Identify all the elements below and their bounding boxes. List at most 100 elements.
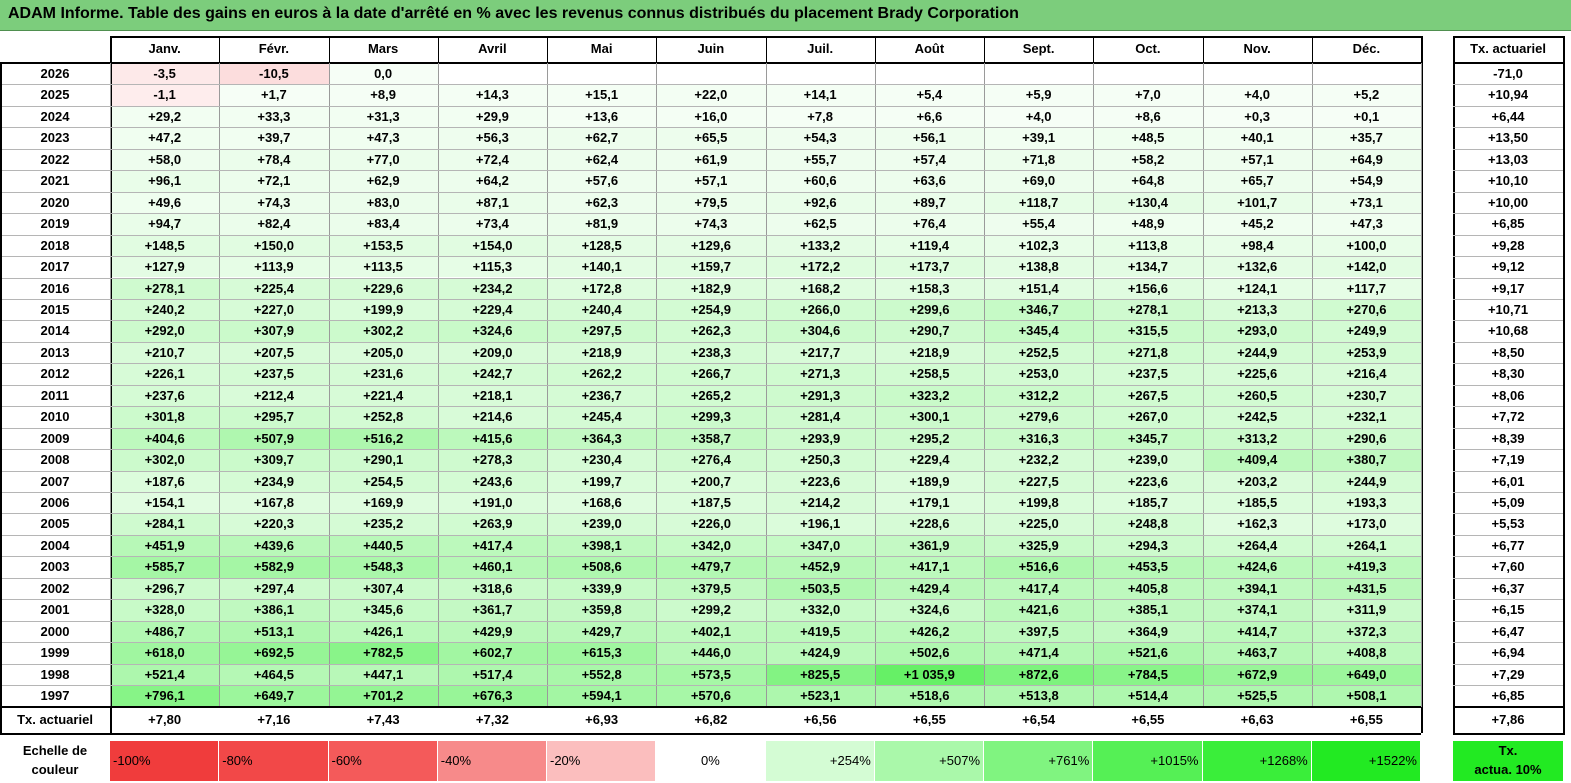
value-cell: +217,7 xyxy=(765,341,875,364)
scale-step: +1522% xyxy=(1311,741,1421,781)
value-cell: +237,6 xyxy=(110,384,220,407)
value-cell: +414,7 xyxy=(1202,620,1312,643)
value-cell: +72,4 xyxy=(437,148,547,171)
footer-value: +6,56 xyxy=(803,712,837,727)
year-cell: 1997 xyxy=(40,688,70,704)
value-cell: +464,5 xyxy=(219,663,329,686)
rate-row-divider xyxy=(1453,363,1563,365)
rate-row-divider xyxy=(1453,148,1563,150)
value-cell: +167,8 xyxy=(219,492,329,514)
value-cell: +252,5 xyxy=(984,341,1094,364)
value-cell: +513,8 xyxy=(984,685,1094,707)
row-divider xyxy=(0,577,1421,579)
value-cell: +81,9 xyxy=(547,213,657,235)
rate-row-divider xyxy=(1453,406,1563,408)
value-cell: +323,2 xyxy=(874,384,984,407)
value-cell: +312,2 xyxy=(984,384,1094,407)
value-cell: +394,1 xyxy=(1202,577,1312,600)
value-cell: +154,1 xyxy=(110,492,220,514)
value-cell: +502,6 xyxy=(874,642,984,664)
table-left-border xyxy=(110,36,112,733)
value-cell: +426,2 xyxy=(874,620,984,643)
value-cell: +503,5 xyxy=(765,577,875,600)
value-cell: 0,0 xyxy=(328,63,438,85)
value-cell: +347,0 xyxy=(765,534,875,557)
value-cell: +230,4 xyxy=(547,449,657,471)
value-cell: +311,9 xyxy=(1311,599,1421,621)
rate-row-divider xyxy=(1453,492,1563,493)
value-cell: +250,3 xyxy=(765,449,875,471)
value-cell: +234,2 xyxy=(437,277,547,299)
month-header: Juil. xyxy=(807,41,834,56)
month-header: Déc. xyxy=(1352,41,1381,56)
value-cell: +676,3 xyxy=(437,685,547,707)
year-cell: 2018 xyxy=(40,237,70,253)
value-cell: +292,0 xyxy=(110,320,220,342)
rate-row-divider xyxy=(1453,599,1563,601)
rate-cell: +5,53 xyxy=(1491,516,1525,532)
scale-label-line2: couleur xyxy=(31,762,79,777)
scale-step: +507% xyxy=(874,741,984,781)
footer-value: +7,43 xyxy=(366,712,400,727)
footer-bottom-border xyxy=(0,733,1421,735)
value-cell: +169,9 xyxy=(328,492,438,514)
cell-divider xyxy=(1421,63,1422,707)
value-cell: +278,1 xyxy=(110,277,220,299)
value-cell: +61,9 xyxy=(656,148,766,171)
value-cell: +128,5 xyxy=(547,234,657,257)
value-cell: +299,2 xyxy=(656,599,766,621)
value-cell: +140,1 xyxy=(547,256,657,278)
row-divider xyxy=(0,406,1421,408)
rate-row-divider xyxy=(1453,556,1563,558)
value-cell: +31,3 xyxy=(328,105,438,128)
value-cell: +64,9 xyxy=(1311,148,1421,171)
rate-cell: +9,12 xyxy=(1491,259,1525,275)
year-cell: 2021 xyxy=(40,173,70,189)
year-cell: 1998 xyxy=(40,666,70,682)
value-cell: +229,4 xyxy=(874,449,984,471)
value-cell: +447,1 xyxy=(328,663,438,686)
value-cell: +58,2 xyxy=(1093,148,1203,171)
value-cell: +429,9 xyxy=(437,620,547,643)
value-cell: +72,1 xyxy=(219,170,329,192)
value-cell: +22,0 xyxy=(656,84,766,106)
footer-top-border xyxy=(0,706,1421,708)
year-cell: 2006 xyxy=(40,495,70,510)
value-cell: +113,9 xyxy=(219,256,329,278)
value-cell: +302,2 xyxy=(328,320,438,342)
value-cell: +185,7 xyxy=(1093,492,1203,514)
month-header: Août xyxy=(914,41,945,56)
value-cell: +299,3 xyxy=(656,406,766,428)
year-cell: 2012 xyxy=(40,366,70,382)
year-cell: 2010 xyxy=(40,409,70,425)
rate-cell: +6,15 xyxy=(1491,602,1525,618)
value-cell: +232,1 xyxy=(1311,406,1421,428)
rate-row-divider xyxy=(1453,663,1563,665)
value-cell: +294,3 xyxy=(1093,534,1203,557)
value-cell: +295,2 xyxy=(874,427,984,450)
value-cell: +55,4 xyxy=(984,213,1094,235)
value-cell: +345,4 xyxy=(984,320,1094,342)
value-cell: +227,5 xyxy=(984,470,1094,492)
value-cell: +585,7 xyxy=(110,556,220,578)
value-cell: +228,6 xyxy=(874,513,984,535)
value-cell: +386,1 xyxy=(219,599,329,621)
value-cell: +159,7 xyxy=(656,256,766,278)
value-cell: +582,9 xyxy=(219,556,329,578)
value-cell: +191,0 xyxy=(437,492,547,514)
value-cell: +417,4 xyxy=(437,534,547,557)
value-cell: +138,8 xyxy=(984,256,1094,278)
value-cell: +74,3 xyxy=(219,191,329,214)
value-cell: +249,9 xyxy=(1311,320,1421,342)
value-cell: +7,8 xyxy=(765,105,875,128)
value-cell: +232,2 xyxy=(984,449,1094,471)
value-cell: +133,2 xyxy=(765,234,875,257)
scale-step: +761% xyxy=(984,741,1094,781)
row-divider xyxy=(0,341,1421,343)
value-cell: +284,1 xyxy=(110,513,220,535)
rate-row-divider xyxy=(1453,234,1563,236)
row-divider xyxy=(0,298,1421,300)
year-cell: 2007 xyxy=(40,473,70,489)
value-cell: +1 035,9 xyxy=(874,663,984,686)
rate-cell: +10,00 xyxy=(1487,194,1529,210)
